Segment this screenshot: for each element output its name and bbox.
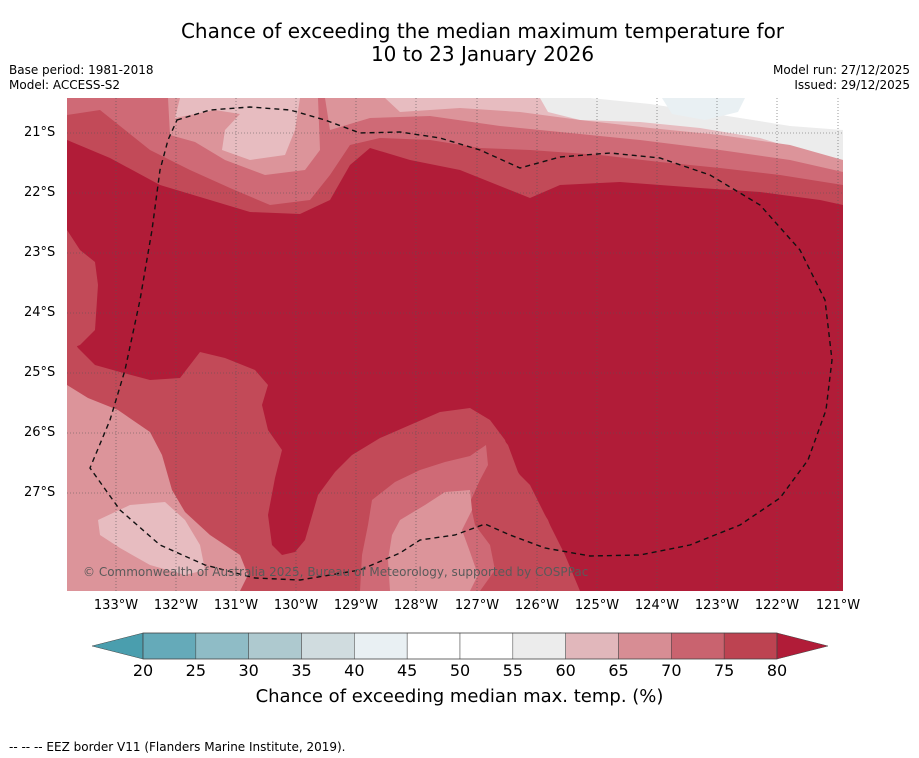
lon-label: 130°W bbox=[273, 598, 319, 613]
lon-label: 122°W bbox=[754, 598, 800, 613]
chart-title-line2: 10 to 23 January 2026 bbox=[370, 42, 595, 66]
colorbar-tick: 20 bbox=[132, 661, 154, 680]
field-western-light bbox=[98, 502, 205, 575]
colorbar-segment bbox=[512, 632, 566, 660]
colorbar-tick: 30 bbox=[238, 661, 259, 680]
lon-label: 127°W bbox=[454, 598, 500, 613]
base-period: Base period: 1981-2018 bbox=[9, 63, 154, 77]
colorbar-segment bbox=[142, 632, 197, 660]
colorbar-segment bbox=[565, 632, 619, 660]
lon-label: 133°W bbox=[93, 598, 139, 613]
map-field bbox=[67, 98, 843, 591]
colorbar-segment bbox=[354, 632, 408, 660]
colorbar-segment bbox=[671, 632, 725, 660]
lon-label: 131°W bbox=[213, 598, 259, 613]
colorbar-segments bbox=[142, 632, 778, 660]
colorbar-tick: 55 bbox=[502, 661, 524, 680]
model-run: Model run: 27/12/2025 bbox=[772, 63, 910, 77]
lat-label: 27°S bbox=[24, 485, 56, 500]
colorbar-tick: 65 bbox=[608, 661, 629, 680]
colorbar-segment bbox=[459, 632, 514, 660]
colorbar-tick: 40 bbox=[344, 661, 365, 680]
lon-label: 132°W bbox=[153, 598, 199, 613]
lat-label: 25°S bbox=[24, 365, 56, 380]
map-credit: © Commonwealth of Australia 2025, Bureau… bbox=[83, 565, 589, 579]
colorbar-tick: 25 bbox=[185, 661, 207, 680]
field-45-patch bbox=[662, 98, 745, 120]
lat-label: 23°S bbox=[24, 245, 56, 260]
colorbar bbox=[91, 632, 829, 660]
model-name: Model: ACCESS-S2 bbox=[9, 78, 121, 92]
lat-label: 24°S bbox=[24, 305, 56, 320]
graticule bbox=[67, 98, 843, 591]
eez-border bbox=[89, 106, 833, 581]
colorbar-outline bbox=[142, 632, 778, 660]
colorbar-tick: 35 bbox=[291, 661, 312, 680]
lon-label: 129°W bbox=[333, 598, 379, 613]
colorbar-label: Chance of exceeding median max. temp. (%… bbox=[255, 686, 664, 707]
issued-date: Issued: 29/12/2025 bbox=[794, 78, 910, 92]
lat-label: 26°S bbox=[24, 425, 56, 440]
colorbar-segment bbox=[406, 632, 461, 660]
lat-label: 22°S bbox=[24, 185, 56, 200]
colorbar-tick: 45 bbox=[396, 661, 418, 680]
lon-label: 125°W bbox=[574, 598, 620, 613]
lat-label: 21°S bbox=[24, 125, 56, 140]
colorbar-segment bbox=[723, 632, 778, 660]
lon-label: 124°W bbox=[634, 598, 680, 613]
lon-label: 128°W bbox=[393, 598, 439, 613]
eez-legend: -- -- -- EEZ border V11 (Flanders Marine… bbox=[9, 740, 346, 754]
colorbar-tick: 80 bbox=[766, 661, 788, 680]
lon-label: 126°W bbox=[514, 598, 560, 613]
colorbar-tick: 60 bbox=[555, 661, 576, 680]
colorbar-segment bbox=[618, 632, 672, 660]
colorbar-segment bbox=[248, 632, 302, 660]
colorbar-tick: 75 bbox=[713, 661, 735, 680]
colorbar-low-arrow bbox=[91, 632, 144, 660]
colorbar-tick: 70 bbox=[661, 661, 682, 680]
chart-title-line1: Chance of exceeding the median maximum t… bbox=[180, 19, 785, 43]
field-west-edge bbox=[67, 230, 98, 350]
lon-label: 121°W bbox=[815, 598, 861, 613]
colorbar-segment bbox=[301, 632, 355, 660]
colorbar-tick: 50 bbox=[449, 661, 471, 680]
colorbar-segment bbox=[195, 632, 249, 660]
lon-label: 123°W bbox=[694, 598, 740, 613]
field-south-light bbox=[388, 490, 478, 591]
colorbar-high-arrow bbox=[776, 632, 829, 660]
